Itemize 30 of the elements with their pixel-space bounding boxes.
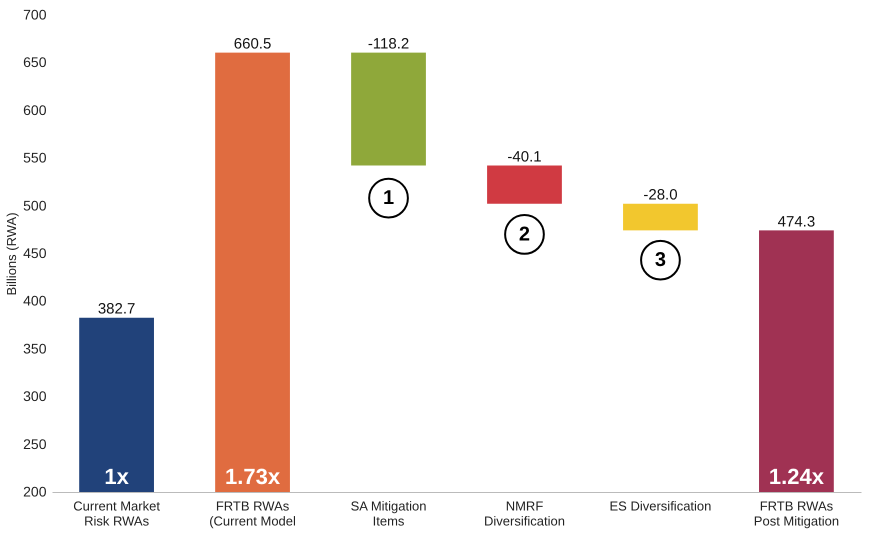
annotation: 1.73x	[225, 464, 281, 489]
x-tick-label: ES Diversification	[610, 498, 712, 514]
x-tick-label: NMRF Diversification	[484, 498, 565, 528]
y-tick-label: 550	[23, 150, 47, 166]
y-tick-label: 650	[23, 54, 47, 70]
annotation: 3	[654, 249, 666, 272]
x-tick-label: Current Market Risk RWAs	[73, 498, 160, 528]
x-tick-label: FRTB RWAs Post Mitigation	[754, 498, 840, 528]
y-axis-title: Billions (RWA)	[4, 212, 20, 296]
data-label: -28.0	[643, 186, 678, 204]
y-tick-label: 400	[23, 292, 47, 309]
annotation: 1x	[104, 464, 130, 489]
annotation: 2	[518, 223, 530, 246]
data-label: 660.5	[234, 36, 272, 53]
y-tick-label: 300	[23, 388, 47, 404]
data-label: 382.7	[98, 300, 136, 318]
y-tick-label: 500	[23, 197, 47, 214]
annotation: 1	[382, 187, 394, 210]
x-tick-label: FRTB RWAs (Current Model	[209, 498, 296, 528]
data-label: -40.1	[507, 148, 542, 166]
y-tick-label: 450	[23, 245, 47, 261]
data-label: 474.3	[778, 213, 816, 230]
y-tick-label: 200	[23, 484, 47, 500]
y-tick-label: 250	[23, 436, 47, 452]
y-tick-label: 600	[23, 102, 47, 118]
annotation: 1.24x	[768, 464, 825, 489]
x-tick-label: SA Mitigation Items	[350, 498, 426, 528]
y-tick-label: 350	[23, 340, 47, 356]
data-label: -118.2	[368, 36, 410, 53]
y-tick-label: 700	[23, 6, 47, 22]
